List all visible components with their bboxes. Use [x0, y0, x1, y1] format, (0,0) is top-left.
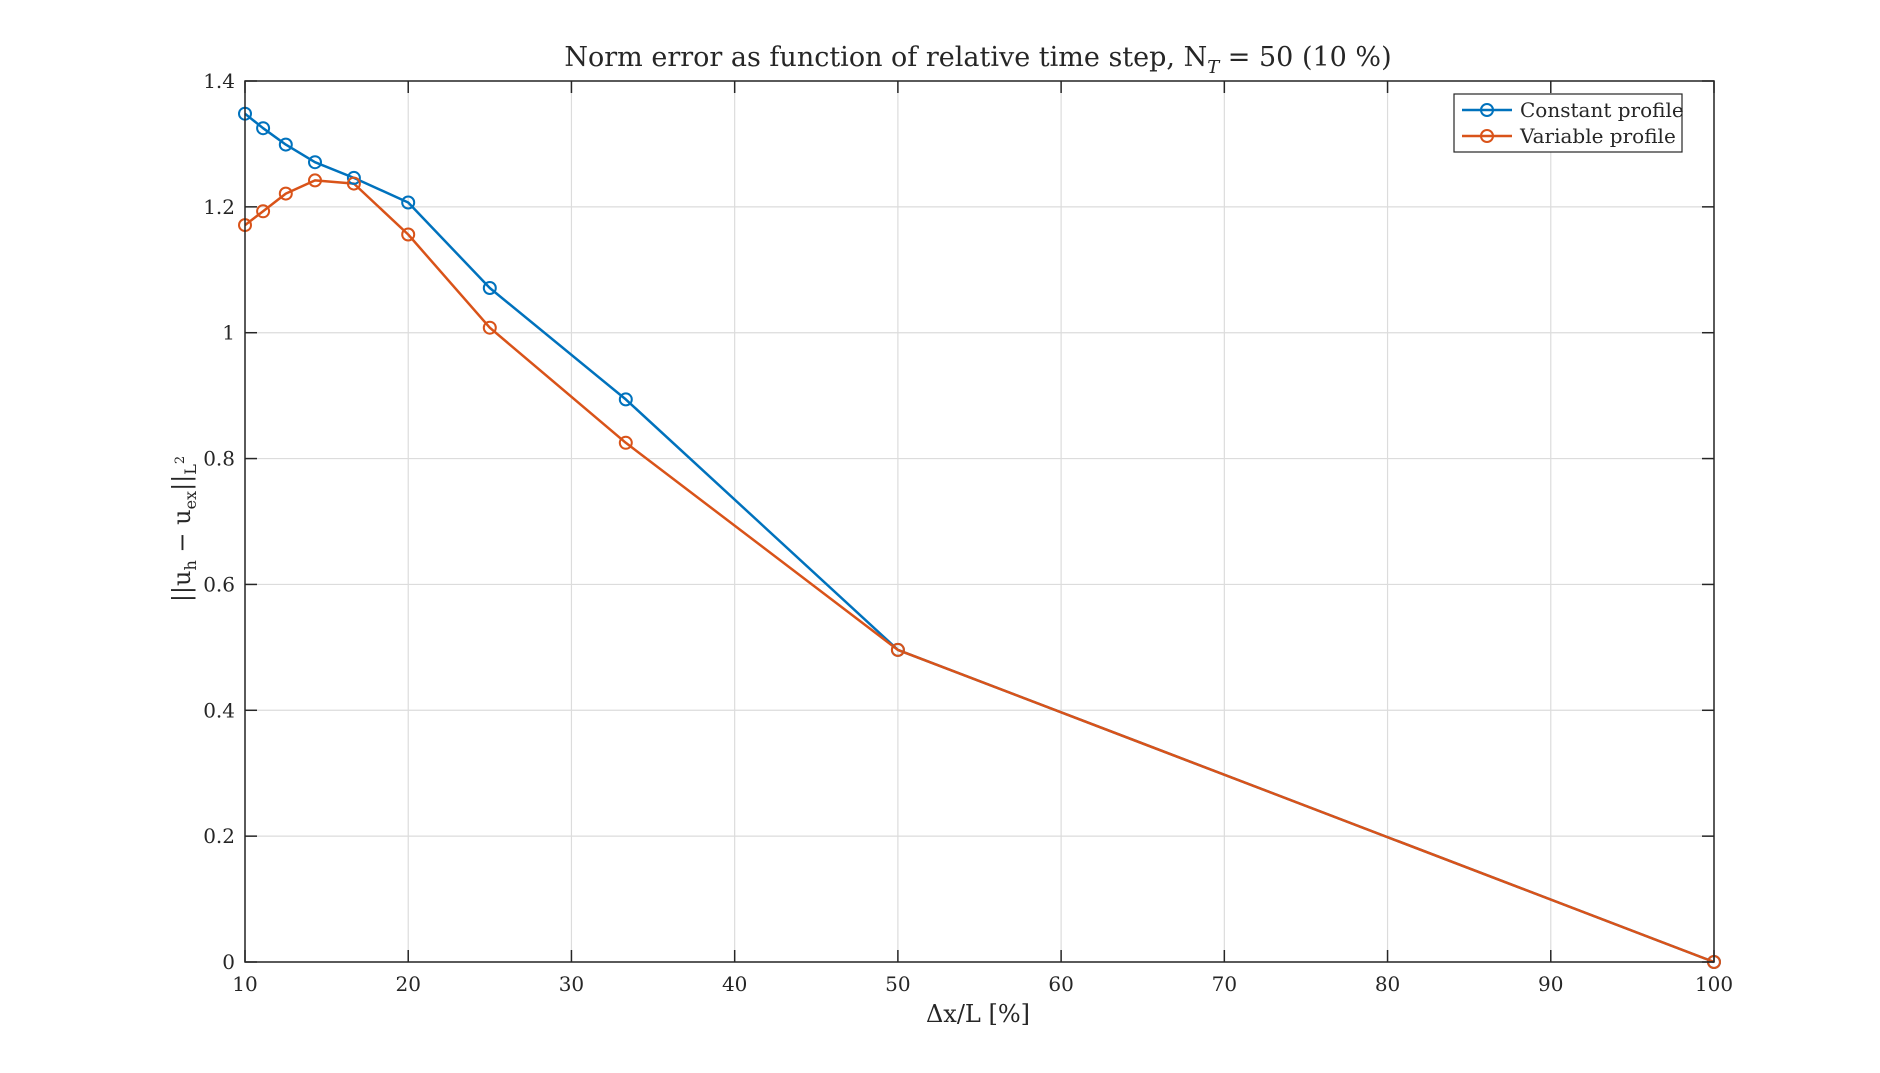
x-tick-label: 10: [232, 972, 257, 996]
x-tick-label: 20: [395, 972, 420, 996]
legend-marker-constant: [1480, 103, 1494, 117]
data-point-s0: [278, 137, 293, 152]
y-tick-label: 1: [222, 321, 235, 345]
y-axis-label: ||uh − uex||L2: [168, 456, 200, 602]
x-tick-label: 100: [1695, 972, 1733, 996]
axes-box: [244, 80, 1715, 963]
x-tick-label: 50: [885, 972, 910, 996]
y-tick-label: 1.2: [203, 195, 235, 219]
y-tick-label: 0.6: [203, 572, 235, 596]
data-point-s1: [618, 435, 633, 450]
legend-marker-variable: [1480, 129, 1494, 143]
data-point-s1: [346, 176, 361, 191]
y-tick-label: 0: [222, 950, 235, 974]
data-point-s0: [482, 281, 497, 295]
tick-labels: 10 20 30 40 50 60 70 80 90 100 0 0.2 0.4 0.6 0.8 1 1.2 1.…: [203, 69, 1733, 996]
x-tick-label: 40: [722, 972, 747, 996]
x-tick-label: 70: [1212, 972, 1237, 996]
axis-ticks: [244, 80, 1715, 963]
data-point-s0: [618, 392, 633, 407]
data-point-s1: [278, 186, 293, 201]
legend-box: [1453, 93, 1683, 153]
legend: Constant profile Variable profile: [1453, 93, 1684, 153]
legend-label-constant: Constant profile: [1520, 98, 1684, 122]
x-tick-label: 60: [1048, 972, 1073, 996]
x-axis-label: Δx/L [%]: [926, 1000, 1030, 1028]
data-point-s1: [308, 173, 322, 188]
x-tick-label: 30: [559, 972, 584, 996]
data-point-s0: [346, 170, 361, 185]
data-point-s0: [256, 121, 271, 136]
data-point-s0: [308, 155, 322, 170]
legend-label-variable: Variable profile: [1519, 124, 1676, 148]
data-point-s1: [401, 227, 416, 242]
series-lines: [238, 106, 1721, 969]
chart-title: Norm error as function of relative time …: [564, 42, 1391, 78]
y-tick-label: 0.4: [203, 698, 235, 722]
y-tick-label: 0.2: [203, 824, 235, 848]
y-tick-label: 1.4: [203, 69, 235, 93]
data-point-s1: [256, 204, 271, 219]
data-point-s1: [890, 642, 905, 657]
y-tick-label: 0.8: [203, 447, 235, 471]
data-point-s1: [482, 320, 497, 335]
x-tick-label: 80: [1375, 972, 1400, 996]
series-line-1: [244, 179, 1715, 964]
series-line-0: [244, 112, 1715, 964]
x-tick-label: 90: [1538, 972, 1563, 996]
data-point-s0: [401, 195, 416, 210]
